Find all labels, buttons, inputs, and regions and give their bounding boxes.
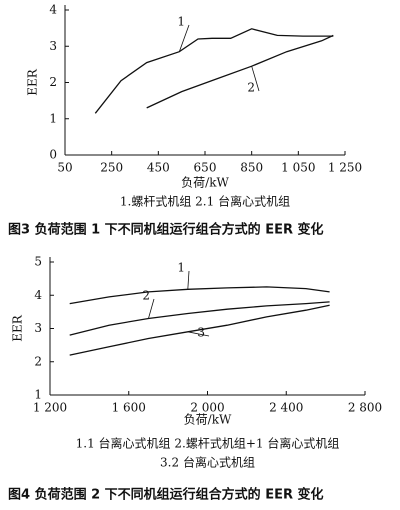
x-tick-label: 1 200 xyxy=(33,401,67,415)
x-tick-label: 2 800 xyxy=(348,401,382,415)
x-tick-label: 2 000 xyxy=(190,401,224,415)
x-tick-label: 1 250 xyxy=(328,161,362,175)
series-line xyxy=(69,286,330,305)
series-line xyxy=(69,304,330,356)
y-tick-label: 0 xyxy=(49,148,57,162)
x-tick-label: 250 xyxy=(100,161,123,175)
series-label: 2 xyxy=(247,81,255,95)
y-axis-label: EER xyxy=(26,68,40,96)
x-axis-label: 负荷/kW xyxy=(184,413,232,427)
series-line xyxy=(146,34,334,109)
label-leader xyxy=(187,270,190,290)
x-tick-label: 2 400 xyxy=(269,401,303,415)
series-label: 2 xyxy=(142,289,150,303)
x-tick-label: 1 050 xyxy=(281,161,315,175)
y-tick-label: 4 xyxy=(49,3,57,17)
legend-note: 1.1 台离心式机组 2.螺杆式机组+1 台离心式机组 xyxy=(76,436,340,451)
y-tick-label: 3 xyxy=(49,39,57,53)
series-label: 1 xyxy=(177,261,185,275)
series-label: 1 xyxy=(177,15,185,29)
y-tick-label: 3 xyxy=(34,321,42,335)
legend-note: 1.螺杆式机组 2.1 台离心式机组 xyxy=(120,194,290,209)
series-line xyxy=(69,301,330,336)
x-tick-label: 850 xyxy=(240,161,263,175)
x-tick-label: 450 xyxy=(147,161,170,175)
y-tick-label: 1 xyxy=(49,111,57,125)
label-leader xyxy=(178,24,190,52)
caption: 图4 负荷范围 2 下不同机组运行组合方式的 EER 变化 xyxy=(8,487,324,503)
y-tick-label: 1 xyxy=(34,388,42,402)
y-tick-label: 2 xyxy=(34,354,42,368)
series-line xyxy=(94,28,334,114)
series-label: 3 xyxy=(197,326,205,340)
label-leader xyxy=(251,66,260,92)
x-axis-label: 负荷/kW xyxy=(181,176,229,190)
caption: 图3 负荷范围 1 下不同机组运行组合方式的 EER 变化 xyxy=(8,222,324,238)
y-axis-label: EER xyxy=(11,314,25,342)
y-tick-label: 2 xyxy=(49,75,57,89)
legend-note: 3.2 台离心式机组 xyxy=(160,455,255,470)
x-tick-label: 50 xyxy=(57,161,72,175)
label-leader xyxy=(187,331,210,337)
y-tick-label: 4 xyxy=(34,288,42,302)
label-leader xyxy=(148,298,155,319)
x-tick-label: 650 xyxy=(194,161,217,175)
x-tick-label: 1 600 xyxy=(112,401,146,415)
y-tick-label: 5 xyxy=(34,255,42,269)
